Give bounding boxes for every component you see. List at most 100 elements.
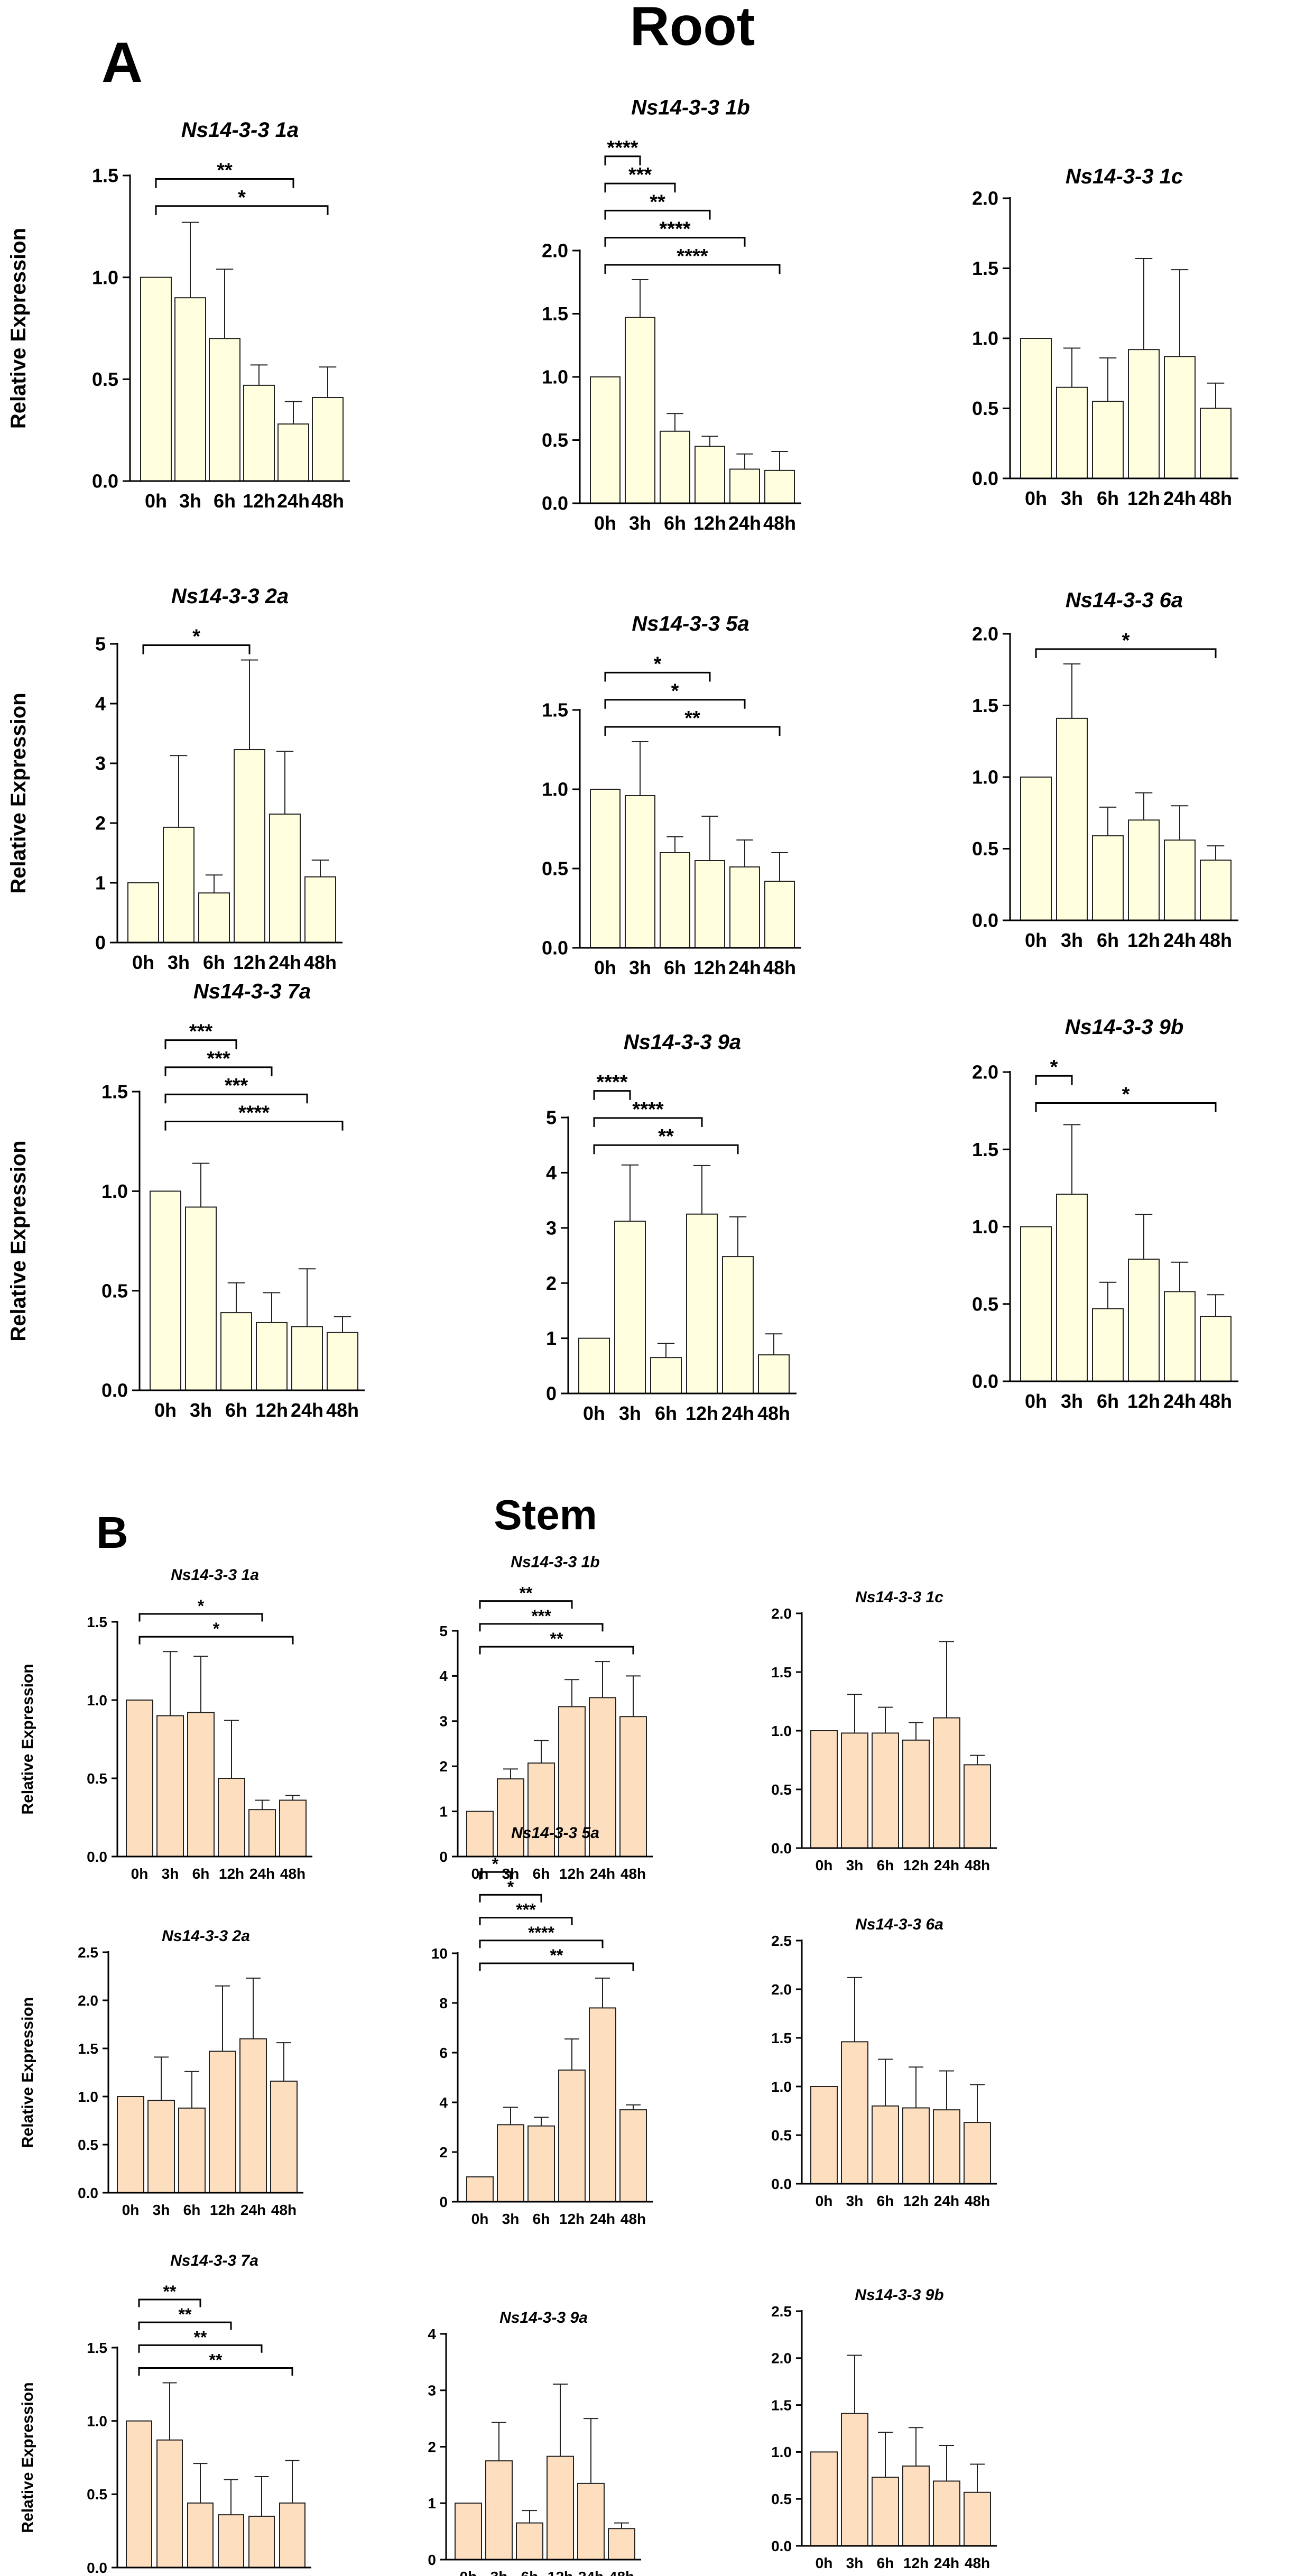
root-panel-4-ylabel: Relative Expression [7,693,30,893]
stem-panel-6-ytick-label: 2.5 [771,1933,792,1949]
root-panel-9-sig-label: * [1050,1056,1058,1078]
root-panel-4-xtick-label: 6h [203,952,225,973]
root-panel-2-sig-bracket [604,155,641,165]
stem-panel-8-bar-12h [547,2455,574,2560]
root-panel-1-xtick-label: 24h [277,490,310,512]
stem-panel-7-bar-6h [187,2502,214,2568]
stem-panel-4-xtick-label: 48h [271,2202,297,2218]
stem-panel-1-ytick-label: 1.5 [87,1614,107,1630]
root-panel-8-sig-label: ** [658,1125,674,1148]
stem-panel-4-bar-0h [117,2096,144,2193]
root-panel-1-xtick-label: 6h [214,490,236,512]
stem-panel-8: 0h 3h 6h 12h 24h 48h 0 1 2 3 4 Ns14-3-3 9a [428,2309,641,2576]
stem-panel-8-bar-0h [455,2503,482,2560]
root-panel-8-bar-12h [686,1213,718,1394]
stem-panel-6-bar-0h [810,2086,838,2184]
stem-panel-9-ytick-label: 2.0 [771,2350,792,2367]
root-panel-7-xtick-label: 3h [190,1399,212,1421]
stem-panel-1-sig-bracket [138,1636,294,1645]
stem-panel-7-sig-label: ** [209,2351,223,2370]
root-panel-2-sig-label: **** [607,137,638,159]
stem-panel-2-xtick-label: 24h [590,1866,615,1882]
root-panel-9-ytick-label: 2.0 [972,1061,998,1083]
root-panel-1-ytick-label: 1.5 [92,165,118,187]
stem-panel-2-sig-label: *** [531,1606,551,1626]
root-panel-9-xtick-label: 0h [1025,1390,1047,1412]
stem-panel-1-title: Ns14-3-3 1a [171,1566,259,1584]
stem-panel-8-xtick-label: 3h [490,2569,508,2576]
root-panel-8-sig-bracket [593,1117,703,1127]
stem-panel-3: 0h 3h 6h 12h 24h 48h 0.0 0.5 1.0 1.5 2.0 Ns14-3-3 1… [771,1589,997,1873]
stem-panel-9-xtick-label: 24h [934,2555,959,2571]
stem-panel-5-ytick-label: 10 [431,1945,448,1962]
stem-panel-1-sig-label: * [198,1596,205,1615]
stem-panel-3-xtick-label: 48h [965,1857,990,1873]
root-panel-3-ytick-label: 0.0 [972,468,998,490]
root-panel-3-ytick-label: 2.0 [972,188,998,209]
root-panel-8-title: Ns14-3-3 9a [624,1030,741,1054]
stem-panel-6-bar-24h [933,2109,960,2184]
root-panel-1-sig-bracket [155,205,329,215]
section-b-title: Stem [494,1491,597,1538]
root-panel-7-bar-24h [291,1326,323,1391]
root-panel-4-title: Ns14-3-3 2a [171,585,289,608]
root-panel-4-xtick-label: 3h [168,952,190,973]
root-panel-4-bar-24h [269,814,301,944]
stem-panel-8-xtick-label: 12h [548,2569,573,2576]
root-panel-3-ytick-label: 0.5 [972,398,998,419]
root-panel-7-ytick-label: 1.0 [101,1180,128,1202]
root-panel-9-bar-3h [1056,1194,1088,1382]
root-panel-9-xtick-label: 24h [1163,1390,1196,1412]
root-panel-7-ytick-label: 0.0 [101,1380,128,1401]
root-panel-6-xtick-label: 48h [1199,929,1232,951]
root-panel-2-ytick-label: 0.5 [542,429,568,451]
stem-panel-8-xtick-label: 24h [578,2569,604,2576]
stem-panel-4-ylabel: Relative Expression [19,1997,36,2148]
root-panel-5-sig-bracket [604,671,711,682]
stem-panel-3-bar-3h [841,1732,868,1849]
stem-panel-4-xtick-label: 24h [240,2202,266,2218]
section-a-title: Root [630,0,755,57]
stem-panel-5-sig-label: * [507,1877,514,1896]
stem-panel-2-sig-label: ** [520,1584,533,1603]
root-panel-7-title: Ns14-3-3 7a [193,980,311,1003]
stem-panel-2-ytick-label: 4 [439,1668,448,1684]
stem-panel-1-ytick-label: 0.0 [87,1849,107,1865]
stem-panel-2-sig-bracket [479,1623,604,1632]
root-panel-4-bar-3h [163,826,195,944]
stem-panel-1-xtick-label: 6h [192,1866,210,1882]
section-a-letter: A [101,30,143,94]
root-panel-5-sig-bracket [604,726,781,736]
root-panel-1-bar-24h [277,423,309,482]
root-panel-2-sig-label: ** [650,191,665,213]
root-panel-1-xtick-label: 0h [145,490,167,512]
root-panel-5-xtick-label: 12h [693,957,726,978]
root-panel-4-ytick-label: 4 [95,693,106,715]
stem-panel-4-bar-48h [270,2080,298,2193]
root-panel-6-sig-label: * [1122,630,1130,652]
root-panel-6-bar-6h [1092,835,1124,921]
stem-panel-7-bar-3h [156,2439,183,2569]
stem-panel-6-ytick-label: 0.0 [771,2176,792,2192]
root-panel-5-sig-label: * [671,680,679,703]
stem-panel-4-ytick-label: 0.5 [78,2137,98,2153]
root-panel-5-ytick-label: 1.0 [542,779,568,800]
root-panel-8-bar-6h [650,1357,682,1394]
stem-panel-4-ytick-label: 2.0 [78,1992,98,2009]
root-panel-5-bar-6h [660,852,690,948]
root-panel-1-sig-label: ** [217,160,233,182]
stem-panel-9-bar-6h [872,2477,899,2547]
root-panel-3-ytick-label: 1.0 [972,328,998,349]
root-panel-5-ytick-label: 0.0 [542,937,568,959]
stem-panel-5-sig-bracket [479,1917,573,1925]
root-panel-9-xtick-label: 48h [1199,1390,1232,1412]
root-panel-5-title: Ns14-3-3 5a [632,612,749,635]
stem-panel-6-xtick-label: 3h [846,2193,864,2209]
stem-panel-7-sig-bracket [138,2344,263,2353]
stem-panel-9-xtick-label: 48h [965,2555,990,2571]
root-panel-4-ytick-label: 0 [95,932,106,954]
stem-panel-7-ytick-label: 1.5 [87,2340,107,2356]
stem-panel-5-sig-label: * [492,1854,499,1873]
stem-panel-1-bar-12h [218,1778,245,1857]
